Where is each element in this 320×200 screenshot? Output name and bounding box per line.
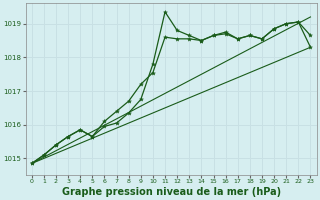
X-axis label: Graphe pression niveau de la mer (hPa): Graphe pression niveau de la mer (hPa)	[61, 187, 281, 197]
